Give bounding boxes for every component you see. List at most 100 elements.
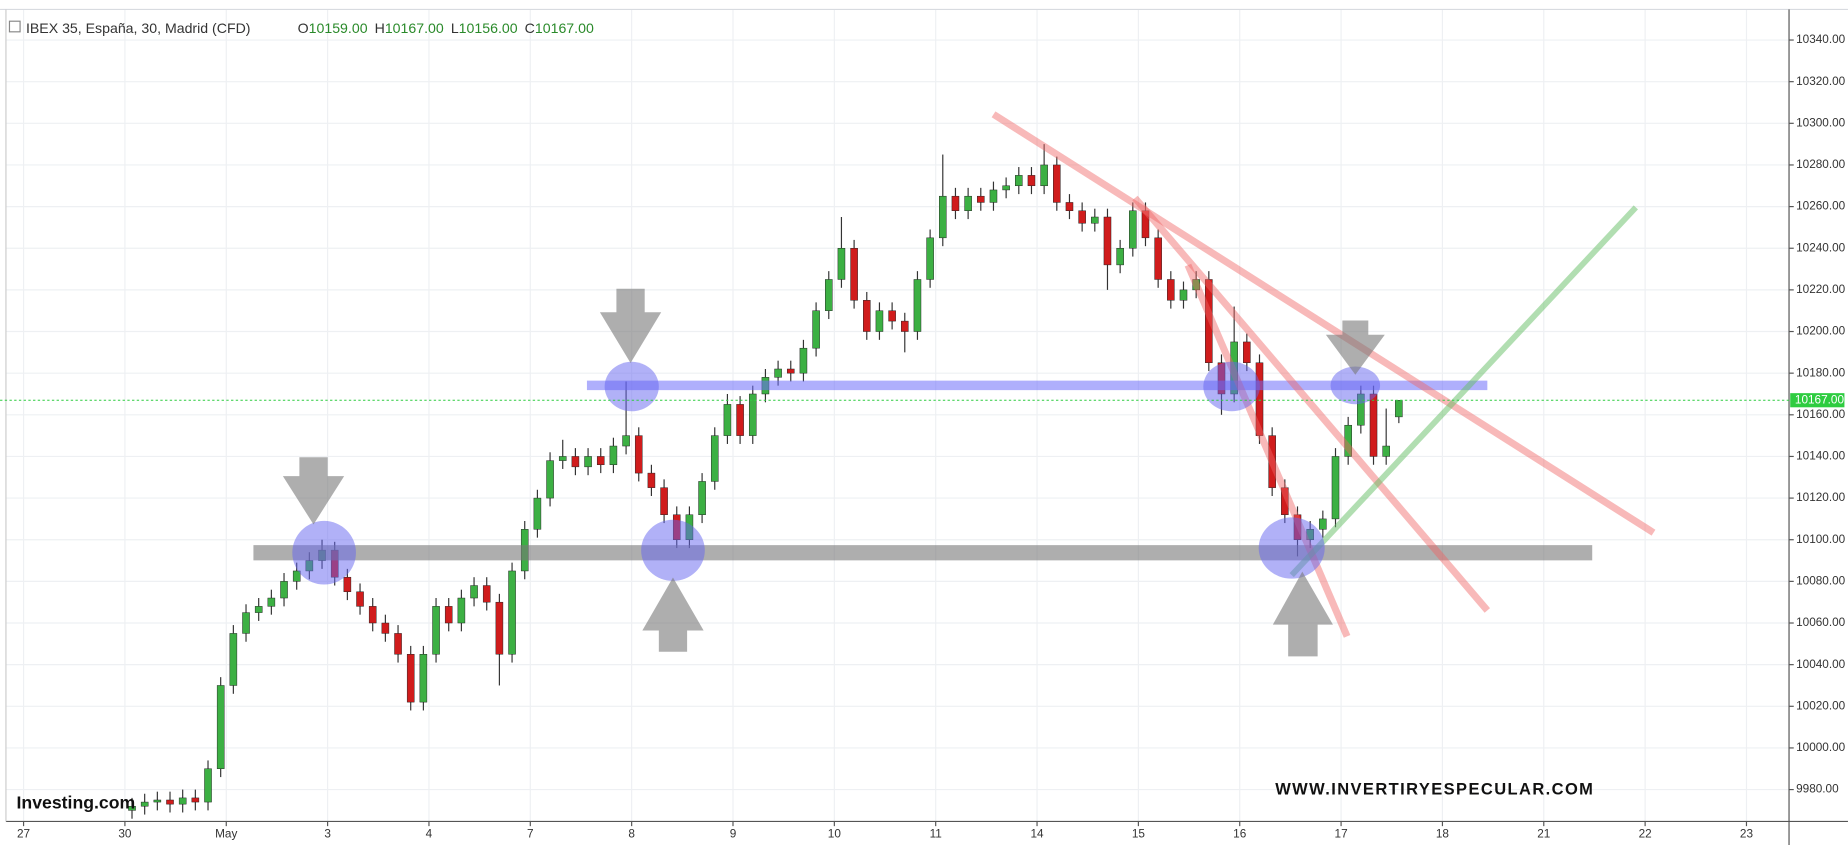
candle-body <box>1040 164 1048 187</box>
candle-body <box>1116 248 1124 266</box>
drawings <box>253 111 1656 657</box>
candle-body <box>470 585 478 599</box>
candle-body <box>660 487 668 515</box>
highlight-circle <box>1203 361 1260 412</box>
x-tick-label: 9 <box>730 828 737 841</box>
watermark: WWW.INVERTIRYESPECULAR.COM <box>1275 780 1594 798</box>
candle-body <box>1167 279 1175 301</box>
candle-body <box>799 347 808 374</box>
candle-body <box>1395 399 1403 418</box>
candle-body <box>267 597 276 607</box>
candle-body <box>419 654 428 703</box>
candle-body <box>444 606 453 624</box>
overlay: 10167.00 <box>0 393 1845 408</box>
x-tick-label: 4 <box>426 828 433 841</box>
arrow-down <box>1325 320 1385 375</box>
candle-body <box>178 797 187 805</box>
ohlc-value: 10167.00 <box>535 20 594 36</box>
candle-body <box>1065 202 1074 211</box>
candle-body <box>242 612 250 634</box>
x-tick-label: May <box>215 828 237 841</box>
candle-body <box>1268 435 1276 488</box>
candle-body <box>394 633 402 655</box>
candle-body <box>1078 210 1086 224</box>
x-tick-label: 22 <box>1639 828 1652 841</box>
y-tick-label: 10280.00 <box>1796 158 1846 171</box>
y-tick-label: 10020.00 <box>1796 699 1846 712</box>
candle-body <box>153 799 162 803</box>
candle-body <box>888 310 896 322</box>
candle-body <box>901 320 909 332</box>
candle-body <box>1344 424 1352 457</box>
x-tick-label: 10 <box>828 828 842 841</box>
candle-body <box>1205 279 1213 363</box>
candle-body <box>824 279 833 311</box>
ohlc-label: L <box>451 20 459 36</box>
candle-body <box>710 435 719 482</box>
x-tick-label: 23 <box>1740 828 1754 841</box>
candle-body <box>863 300 871 332</box>
candle-body <box>495 601 504 655</box>
candle-body <box>850 248 858 301</box>
y-tick-label: 10240.00 <box>1796 241 1846 254</box>
candle-body <box>837 248 846 280</box>
candle-body <box>989 189 998 203</box>
candle-body <box>926 237 934 280</box>
logo: Investing.com <box>17 792 136 812</box>
trendline <box>991 111 1656 536</box>
candle-body <box>647 472 656 488</box>
x-tick-label: 14 <box>1030 828 1044 841</box>
x-tick-label: 7 <box>527 828 534 841</box>
ohlc-value: 10167.00 <box>385 20 444 36</box>
grid-layer: 9980.00 10000.00 10020.00 10040.00 10060.00 1… <box>5 9 1846 841</box>
trendline <box>1184 263 1351 638</box>
candle-body <box>381 622 390 634</box>
y-tick-label: 10320.00 <box>1796 75 1846 88</box>
candle-body <box>356 591 364 607</box>
candle-body <box>723 404 732 436</box>
candle-body <box>280 581 288 599</box>
y-tick-label: 10220.00 <box>1796 283 1846 296</box>
candle-body <box>1369 393 1378 457</box>
candle-body <box>1192 279 1200 291</box>
trendline <box>1132 195 1491 613</box>
candle-body <box>1243 341 1251 363</box>
collapse-button[interactable] <box>8 20 21 33</box>
candle-body <box>254 606 263 613</box>
candle-body <box>951 195 960 211</box>
candle-body <box>1382 445 1390 457</box>
candle-body <box>1179 289 1188 301</box>
candle-body <box>1129 210 1137 249</box>
last-price-tag <box>1790 393 1845 408</box>
candle-body <box>1091 216 1099 224</box>
candle-body <box>432 606 440 655</box>
candle-body <box>977 195 985 203</box>
ohlc-value: 10159.00 <box>309 20 368 36</box>
arrow-down <box>599 288 662 363</box>
y-tick-label: 10080.00 <box>1796 574 1846 587</box>
ohlc-label: H <box>375 20 385 36</box>
ohlc-value: 10156.00 <box>459 20 518 36</box>
y-tick-label: 10140.00 <box>1796 450 1846 463</box>
y-tick-label: 10200.00 <box>1796 325 1846 338</box>
candle-body <box>229 633 238 686</box>
candle-body <box>774 368 782 378</box>
arrow-up <box>1272 571 1333 657</box>
candle-body <box>191 797 200 803</box>
y-tick-label: 10160.00 <box>1796 408 1846 421</box>
arrow-down <box>282 457 345 525</box>
candle-body <box>1255 362 1264 436</box>
y-tick-label: 10100.00 <box>1796 533 1846 546</box>
y-tick-label: 10060.00 <box>1796 616 1846 629</box>
candle-body <box>1002 185 1010 191</box>
candle-body <box>533 497 542 530</box>
x-tick-label: 11 <box>930 828 942 841</box>
candle-body <box>939 195 947 239</box>
candle-body <box>1331 456 1340 520</box>
candle-body <box>368 606 377 624</box>
symbol: IBEX 35, España, 30, Madrid (CFD) <box>26 20 251 36</box>
highlight-circle <box>1330 366 1381 405</box>
candle-body <box>1027 175 1036 187</box>
x-tick-label: 3 <box>324 828 331 841</box>
